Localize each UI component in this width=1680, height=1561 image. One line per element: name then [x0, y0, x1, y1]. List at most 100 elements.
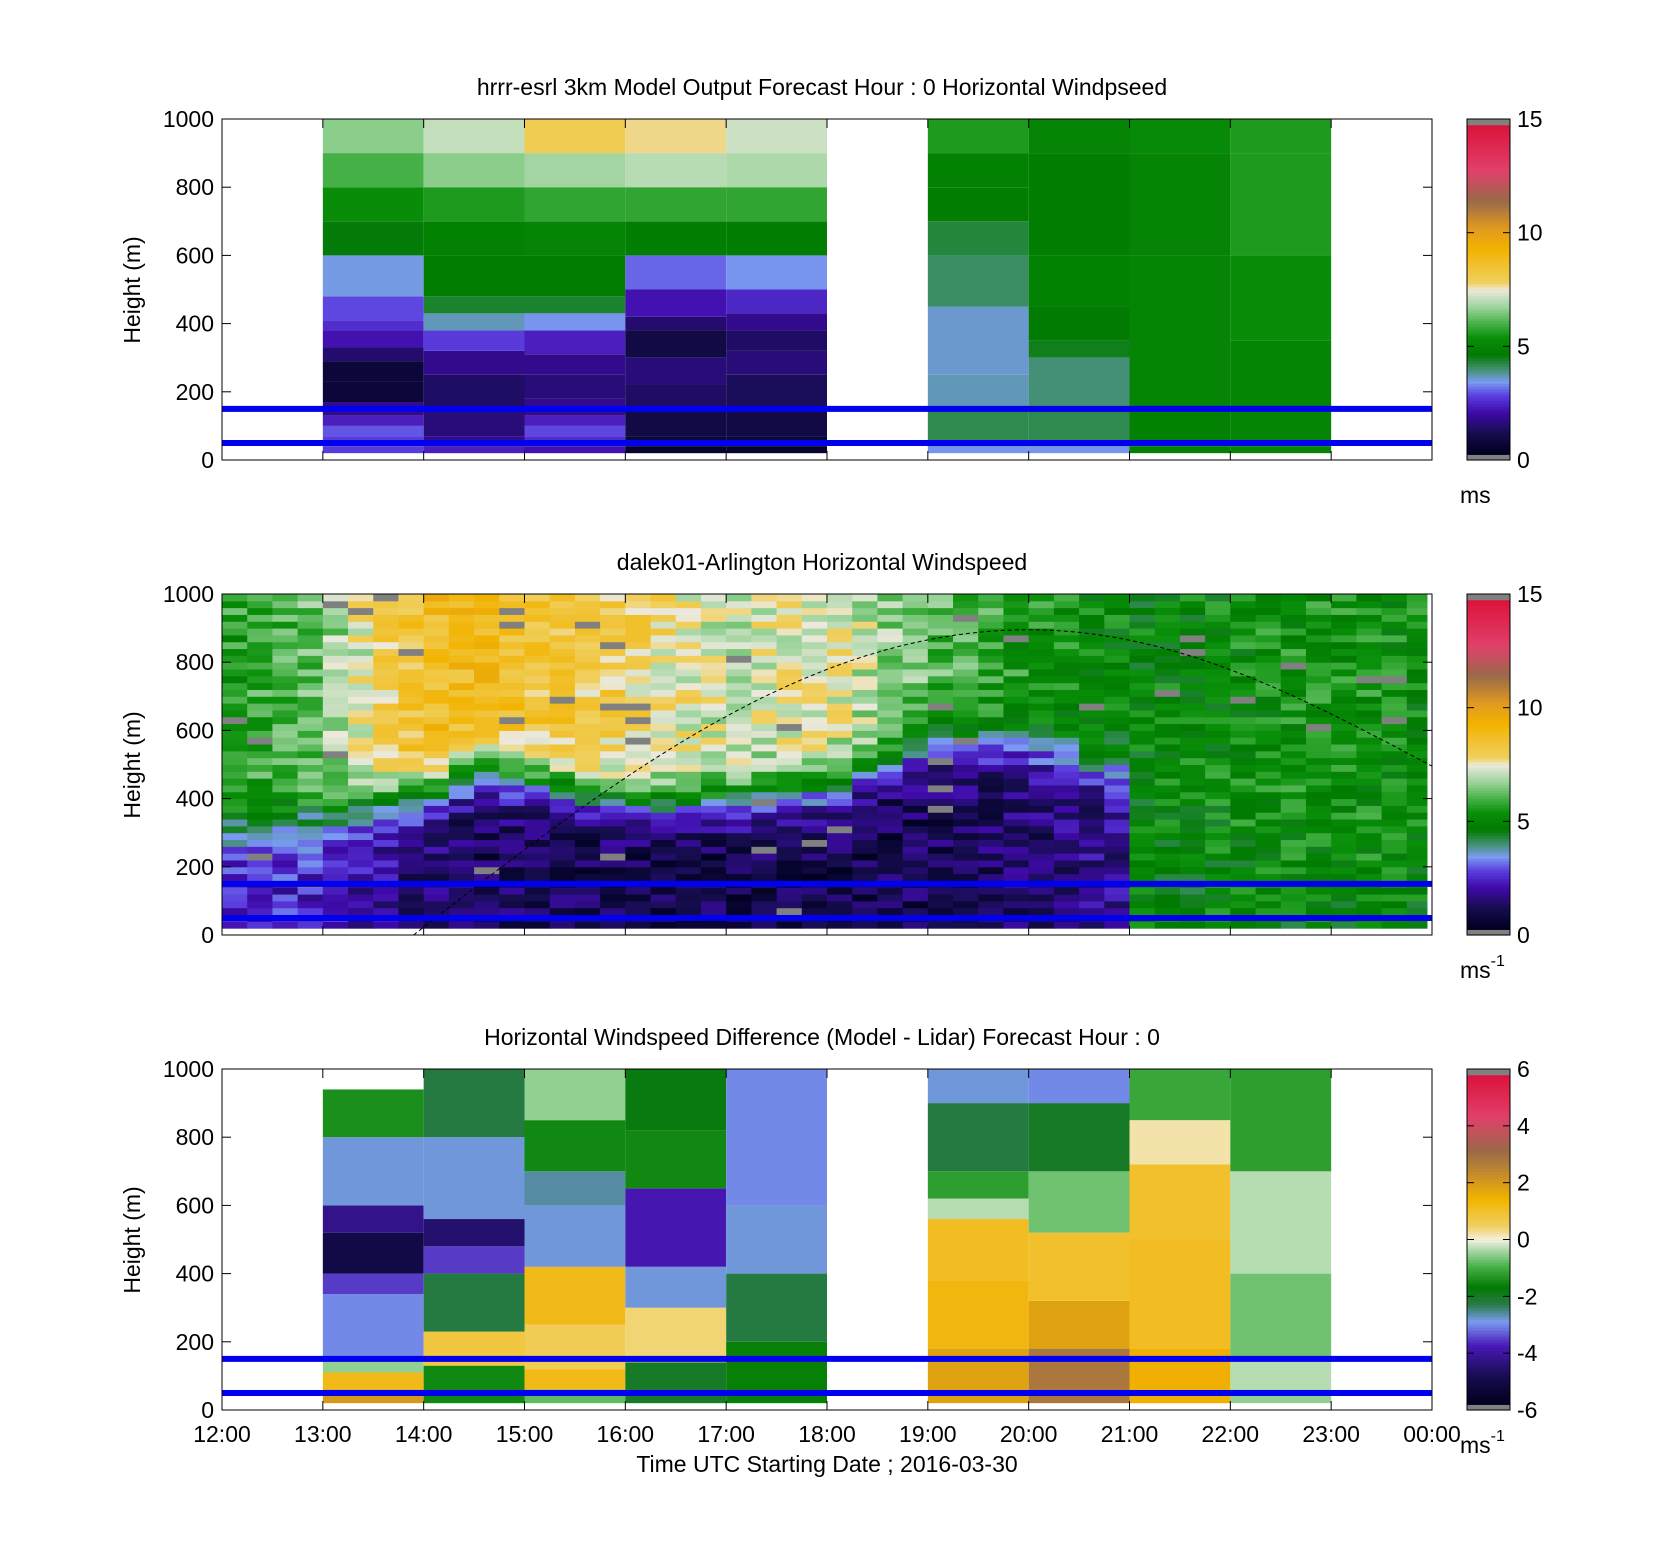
- heatmap-cell: [927, 832, 954, 841]
- heatmap-cell: [953, 594, 979, 602]
- colorbar-swatch: [1467, 170, 1510, 174]
- colorbar-swatch: [1467, 747, 1510, 751]
- heatmap-cell: [423, 921, 450, 929]
- heatmap-cell: [827, 730, 853, 738]
- heatmap-cell: [625, 907, 652, 916]
- heatmap-cell: [1104, 846, 1130, 854]
- heatmap-cell: [1104, 907, 1130, 916]
- heatmap-cell: [1406, 737, 1428, 745]
- heatmap-cell: [1179, 614, 1206, 622]
- heatmap-cell: [776, 703, 803, 711]
- heatmap-cell: [1053, 669, 1080, 677]
- heatmap-cell: [1053, 716, 1080, 725]
- heatmap-cell: [927, 648, 954, 656]
- heatmap-cell: [650, 594, 677, 602]
- heatmap-cell: [1406, 757, 1428, 765]
- heatmap-cell: [423, 669, 450, 677]
- heatmap-cell: [1305, 784, 1332, 793]
- heatmap-cell: [1003, 894, 1030, 902]
- heatmap-cell: [877, 607, 904, 615]
- colorbar-swatch: [1467, 741, 1510, 746]
- heatmap-cell: [1255, 784, 1282, 793]
- colorbar-swatch: [1467, 1103, 1510, 1107]
- colorbar-swatch: [1467, 1262, 1510, 1266]
- heatmap-cell: [650, 682, 677, 690]
- colorbar-swatch: [1467, 1091, 1510, 1096]
- heatmap-cell: [700, 730, 727, 738]
- colorbar-swatch: [1467, 1191, 1510, 1195]
- colorbar-tick-label: -4: [1517, 1340, 1538, 1366]
- heatmap-cell: [1331, 648, 1357, 656]
- colorbar-swatch: [1467, 150, 1510, 154]
- colorbar-swatch: [1467, 1151, 1510, 1155]
- heatmap-cell: [700, 825, 727, 834]
- heatmap-cell: [1280, 887, 1307, 895]
- heatmap-cell: [398, 744, 425, 752]
- colorbar-swatch: [1467, 346, 1510, 350]
- colorbar-swatch: [1467, 613, 1510, 618]
- colorbar-swatch: [1467, 1367, 1510, 1371]
- heatmap-cell: [1053, 614, 1080, 622]
- heatmap-cell: [1331, 784, 1357, 793]
- heatmap-cell: [1129, 703, 1156, 711]
- heatmap-cell: [852, 634, 878, 643]
- colorbar-swatch: [1467, 1378, 1510, 1383]
- y-tick-label: 600: [176, 242, 214, 268]
- heatmap-cell: [474, 907, 500, 916]
- heatmap-cell: [1331, 853, 1357, 861]
- heatmap-cell: [776, 607, 803, 615]
- heatmap-cell: [978, 689, 1004, 697]
- heatmap-cell: [1079, 744, 1105, 752]
- heatmap-cell: [953, 689, 979, 697]
- colorbar-swatch: [1467, 1287, 1510, 1292]
- heatmap-cell: [1406, 859, 1428, 868]
- heatmap-cell: [1129, 784, 1156, 793]
- heatmap-cell: [423, 894, 450, 902]
- heatmap-cell: [1205, 709, 1231, 718]
- heatmap-cell: [776, 723, 803, 731]
- heatmap-cell: [1205, 723, 1231, 731]
- heatmap-cell: [1003, 750, 1030, 759]
- heatmap-cell: [726, 621, 752, 629]
- heatmap-cell: [448, 641, 475, 650]
- colorbar-swatch: [1467, 175, 1510, 180]
- heatmap-cell: [1028, 723, 1055, 731]
- heatmap-cell: [1028, 641, 1055, 650]
- colorbar-tick-label: 10: [1517, 695, 1543, 721]
- heatmap-cell: [1280, 634, 1307, 643]
- heatmap-cell: [1104, 921, 1130, 929]
- colorbar-tick-label: 15: [1517, 581, 1543, 607]
- heatmap-cell: [927, 757, 954, 765]
- heatmap-cell: [751, 744, 778, 752]
- colorbar-swatch: [1467, 195, 1510, 200]
- heatmap-cell: [1305, 819, 1332, 827]
- colorbar-swatch: [1467, 1265, 1510, 1269]
- heatmap-cell: [776, 791, 803, 800]
- heatmap-cell: [1305, 669, 1332, 677]
- heatmap-cell: [1003, 648, 1030, 656]
- heatmap-cell: [650, 648, 677, 656]
- heatmap-cell: [222, 703, 248, 711]
- colorbar-swatch: [1467, 855, 1510, 859]
- heatmap-cell: [524, 682, 551, 690]
- colorbar-swatch: [1467, 440, 1510, 444]
- heatmap-cell: [650, 655, 677, 663]
- colorbar-swatch: [1467, 881, 1510, 885]
- colorbar-swatch: [1467, 667, 1510, 672]
- colorbar-swatch: [1467, 300, 1510, 305]
- heatmap-cell: [222, 716, 248, 725]
- heatmap-cell: [776, 750, 803, 759]
- heatmap-cell: [272, 873, 299, 881]
- heatmap-cell: [1255, 689, 1282, 697]
- heatmap-cell: [247, 662, 273, 670]
- heatmap-cell: [877, 600, 904, 609]
- heatmap-cell: [1255, 853, 1282, 861]
- heatmap-cell: [247, 723, 273, 731]
- heatmap-cell: [953, 750, 979, 759]
- heatmap-cell: [1129, 812, 1156, 820]
- heatmap-cell: [1331, 791, 1357, 800]
- heatmap-cell: [549, 846, 576, 854]
- y-axis-label: Height (m): [119, 1186, 145, 1293]
- heatmap-cell: [852, 825, 878, 834]
- heatmap-cell: [1255, 887, 1282, 895]
